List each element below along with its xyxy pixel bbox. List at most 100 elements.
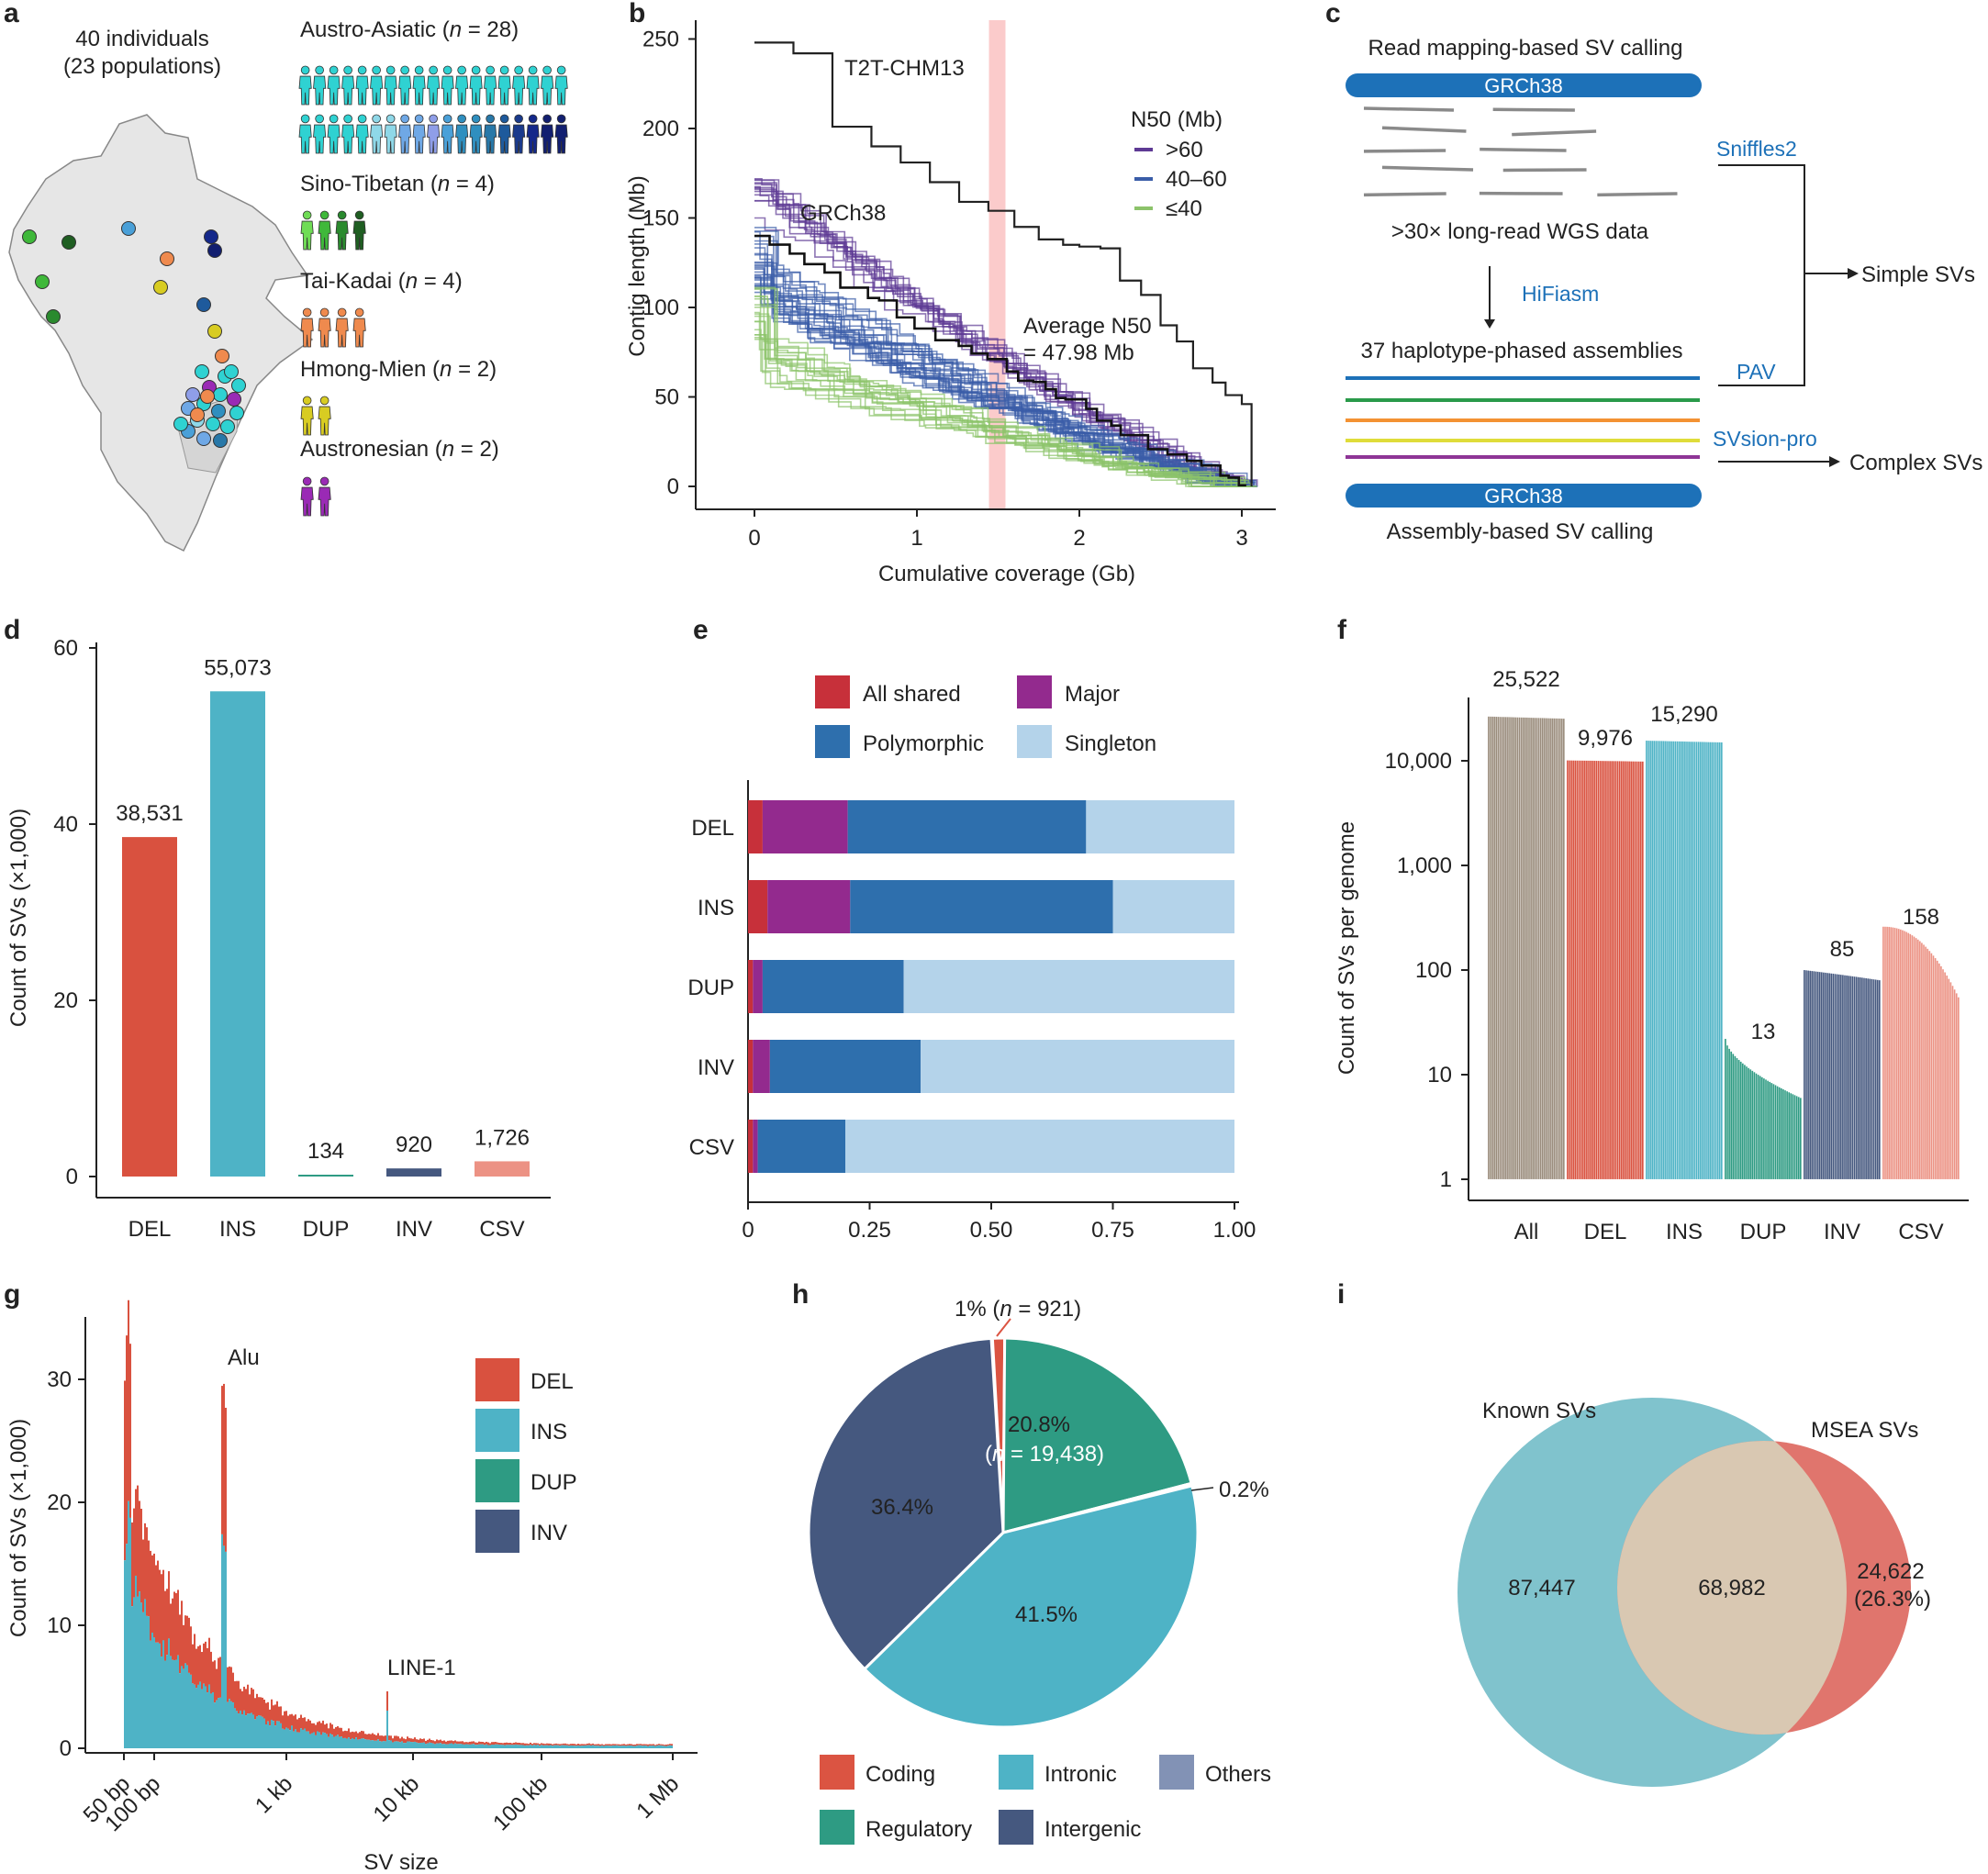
g-bar-del	[491, 1742, 493, 1746]
e-seg-DEL	[847, 800, 1087, 853]
f-ytick-label: 100	[1415, 958, 1452, 983]
f-bar	[1622, 761, 1625, 1180]
f-bar	[1555, 718, 1558, 1180]
f-group-INS	[1645, 740, 1723, 1180]
person-icon	[370, 65, 384, 106]
f-bar	[1849, 976, 1852, 1180]
f-bar	[1953, 989, 1956, 1180]
g-bar-del	[306, 1721, 307, 1732]
panel-h: 1% (n = 921)20.8%(n = 19,438)0.2%41.5%36…	[807, 1297, 1271, 1845]
g-bar-del	[653, 1744, 654, 1746]
g-bar-del	[212, 1661, 214, 1693]
g-bar-ins	[306, 1731, 307, 1748]
person-head	[385, 65, 396, 75]
g-bar-ins	[350, 1739, 352, 1748]
person-icon	[300, 476, 314, 517]
person-head	[499, 65, 509, 75]
person-icon	[318, 476, 331, 517]
g-bar-ins	[396, 1741, 397, 1748]
f-bar	[1613, 761, 1615, 1180]
g-bar-ins	[662, 1746, 664, 1748]
g-bar-del	[350, 1732, 352, 1740]
e-seg-INS	[1112, 880, 1234, 933]
b-sample-curve	[754, 320, 1257, 487]
f-bar	[1651, 741, 1654, 1180]
c-pav-label: PAV	[1737, 360, 1776, 384]
d-ytick-label: 60	[53, 636, 78, 661]
f-bar	[1720, 742, 1723, 1180]
g-bar-del	[238, 1680, 240, 1714]
g-bar-del	[430, 1739, 432, 1744]
g-bar-del	[164, 1590, 166, 1661]
g-bar-ins	[629, 1745, 631, 1748]
f-bar	[1851, 976, 1854, 1180]
person-body	[384, 75, 397, 106]
person-icon	[512, 65, 526, 106]
g-bar-ins	[620, 1746, 621, 1748]
g-bar-ins	[195, 1688, 197, 1748]
g-bar-ins	[531, 1745, 533, 1748]
group-name: Tai-Kadai (	[300, 269, 406, 294]
f-bar	[1905, 931, 1908, 1180]
i-only-msea-pct: (26.3%)	[1854, 1587, 1931, 1612]
g-bar-ins	[634, 1746, 636, 1748]
g-bar-ins	[636, 1746, 638, 1748]
g-bar-del	[631, 1744, 632, 1746]
e-legend-swatch	[1017, 675, 1052, 708]
d-bar-DEL	[122, 837, 177, 1177]
g-bar-ins	[462, 1744, 463, 1748]
f-bar	[1530, 717, 1533, 1180]
group-label-0: Austro-Asiatic (n = 28)	[300, 17, 519, 42]
f-bar	[1832, 973, 1835, 1180]
read-line	[1480, 147, 1567, 152]
g-bar-ins	[366, 1739, 368, 1748]
f-bar	[1820, 972, 1823, 1180]
c-grch38-bottom-bar	[1346, 484, 1702, 508]
g-bar-del	[447, 1740, 449, 1745]
g-bar-ins	[339, 1736, 341, 1748]
c-grch38-top-bar	[1346, 73, 1702, 97]
f-bar	[1674, 741, 1677, 1180]
g-bar-ins	[482, 1744, 484, 1748]
person-head	[354, 307, 364, 318]
f-bar	[1737, 1059, 1740, 1180]
person-body	[313, 124, 327, 154]
person-icon	[300, 396, 314, 436]
f-bar	[1882, 926, 1884, 1180]
f-bar	[1632, 761, 1635, 1180]
g-bar-ins	[601, 1745, 603, 1748]
g-bar-ins	[438, 1743, 440, 1748]
g-bar-ins	[456, 1744, 458, 1748]
g-bar-del	[520, 1743, 522, 1746]
g-bar-ins	[364, 1739, 366, 1748]
g-bar-del	[333, 1728, 335, 1737]
person-head	[514, 114, 523, 124]
person-icon	[335, 307, 349, 348]
h-legend-label: Regulatory	[866, 1817, 972, 1842]
g-bar-del	[205, 1641, 207, 1687]
g-bar-del	[610, 1744, 612, 1746]
g-bar-ins	[146, 1615, 148, 1748]
f-group-CSV	[1882, 926, 1960, 1180]
g-bar-ins	[302, 1729, 304, 1748]
person-icon	[318, 307, 331, 348]
g-bar-del	[636, 1744, 638, 1746]
f-bar	[1587, 760, 1591, 1180]
c-bracket	[1718, 164, 1805, 386]
g-bar-del	[385, 1735, 386, 1742]
g-bar-del	[172, 1598, 173, 1660]
d-xtick-label: INV	[396, 1217, 432, 1242]
f-ylabel: Count of SVs per genome	[1335, 821, 1359, 1075]
person-head	[457, 65, 466, 75]
f-bar	[1951, 986, 1954, 1180]
g-bar-del	[654, 1745, 656, 1746]
f-bar	[1527, 717, 1531, 1180]
f-xtick-label: CSV	[1898, 1220, 1943, 1244]
f-bar	[1553, 718, 1556, 1180]
g-bar-del	[517, 1742, 519, 1746]
person-body	[327, 75, 341, 106]
g-bar-del	[258, 1697, 260, 1716]
panel-label-h: h	[792, 1279, 809, 1310]
map-dot	[185, 387, 200, 402]
f-bar	[1813, 971, 1815, 1180]
